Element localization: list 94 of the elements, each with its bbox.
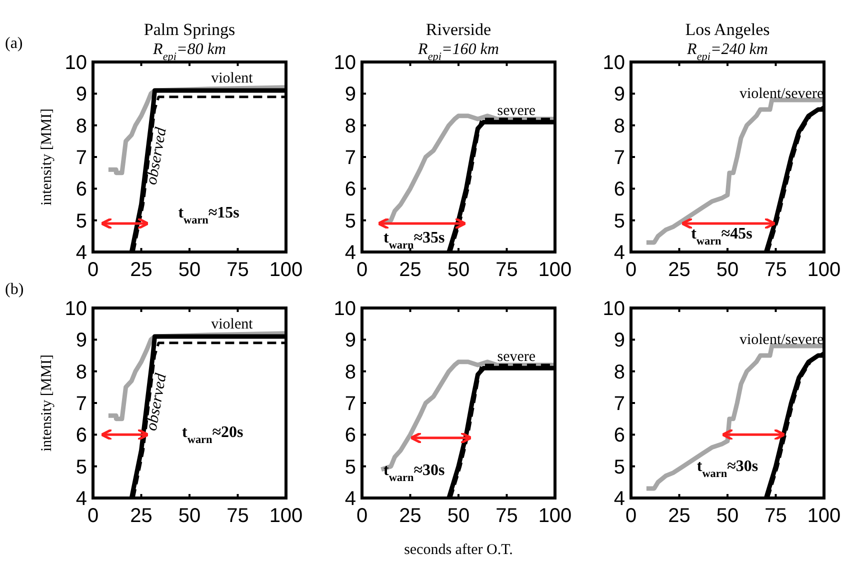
x-tick-label: 25	[668, 505, 690, 527]
y-tick-label: 9	[76, 84, 87, 106]
y-tick-label: 7	[614, 147, 625, 169]
y-tick-label: 5	[614, 210, 625, 232]
x-tick-label: 0	[625, 259, 637, 281]
y-tick-label: 7	[614, 393, 625, 415]
x-tick-label: 75	[496, 505, 518, 527]
y-tick-label: 4	[344, 488, 356, 510]
y-tick-label: 4	[614, 242, 625, 264]
y-axis-title: intensity [MMI]	[39, 354, 55, 452]
x-tick-label: 100	[269, 259, 303, 281]
x-tick-label: 75	[496, 259, 518, 281]
x-tick-label: 100	[807, 505, 841, 527]
x-tick-label: 75	[764, 259, 787, 281]
x-tick-label: 25	[399, 505, 422, 527]
y-tick-label: 7	[344, 147, 356, 169]
x-tick-label: 100	[269, 505, 303, 527]
annotation: t$_{warn}$≈20s	[182, 424, 244, 446]
x-tick-label: 50	[178, 505, 201, 527]
y-tick-label: 6	[76, 178, 87, 201]
x-tick-label: 0	[356, 505, 368, 527]
y-tick-label: 5	[344, 210, 356, 232]
annotation: violent	[211, 316, 254, 333]
y-tick-label: 6	[614, 424, 625, 447]
chart-title: Riverside	[426, 20, 492, 39]
y-tick-label: 10	[64, 298, 87, 320]
annotation: t$_{warn}$≈35s	[384, 229, 445, 252]
x-tick-label: 0	[87, 259, 99, 281]
text: observed	[143, 371, 170, 432]
x-tick-label: 100	[538, 505, 572, 527]
annotation: t$_{warn}$≈45s	[691, 226, 752, 248]
y-tick-label: 4	[76, 488, 87, 510]
annotation: violent/severe	[739, 86, 824, 102]
x-tick-label: 75	[764, 505, 787, 527]
x-tick-label: 25	[399, 259, 422, 281]
annotation: severe	[497, 349, 536, 365]
y-tick-label: 6	[344, 424, 356, 447]
y-tick-label: 4	[344, 242, 356, 264]
y-tick-label: 10	[602, 52, 625, 74]
x-tick-label: 0	[356, 259, 368, 281]
y-tick-label: 9	[76, 330, 87, 352]
x-tick-label: 0	[87, 505, 99, 527]
x-tick-label: 25	[130, 259, 152, 281]
text: observed	[143, 125, 170, 186]
y-tick-label: 8	[614, 361, 625, 384]
y-tick-label: 10	[602, 298, 625, 320]
x-tick-label: 25	[130, 505, 152, 527]
x-tick-label: 100	[807, 259, 841, 281]
y-tick-label: 4	[76, 242, 87, 264]
y-tick-label: 5	[76, 456, 87, 478]
y-tick-label: 10	[64, 52, 87, 74]
y-tick-label: 7	[76, 393, 87, 415]
text: (b)	[5, 281, 24, 298]
y-tick-label: 10	[334, 298, 356, 320]
y-tick-label: 5	[76, 210, 87, 232]
annotation: severe	[497, 103, 536, 119]
x-tick-label: 50	[178, 259, 201, 281]
y-tick-label: 9	[614, 330, 625, 352]
x-axis-title: seconds after O.T.	[404, 542, 513, 558]
x-tick-label: 75	[226, 505, 249, 527]
y-tick-label: 9	[614, 84, 625, 106]
chart-title: Palm Springs	[144, 20, 236, 39]
annotation: violent/severe	[739, 332, 824, 348]
y-tick-label: 8	[614, 115, 625, 138]
y-axis-title: intensity [MMI]	[39, 108, 55, 206]
y-tick-label: 5	[344, 456, 356, 478]
y-tick-label: 9	[344, 84, 356, 106]
annotation: t$_{warn}$≈30s	[696, 458, 758, 480]
y-tick-label: 8	[344, 115, 356, 138]
text: (a)	[5, 35, 23, 52]
y-tick-label: 9	[344, 330, 356, 352]
y-tick-label: 7	[344, 393, 356, 415]
x-tick-label: 50	[716, 505, 739, 527]
x-tick-label: 50	[447, 505, 470, 527]
y-tick-label: 6	[614, 178, 625, 201]
annotation: t$_{warn}$≈30s	[384, 462, 445, 484]
y-tick-label: 8	[344, 361, 356, 384]
x-tick-label: 100	[538, 259, 572, 281]
annotation: violent	[211, 70, 254, 87]
y-tick-label: 4	[614, 488, 625, 510]
x-tick-label: 50	[716, 259, 739, 281]
y-tick-label: 8	[76, 115, 87, 138]
x-tick-label: 50	[447, 259, 470, 281]
y-tick-label: 8	[76, 361, 87, 384]
y-tick-label: 6	[344, 178, 356, 201]
annotation: t$_{warn}$≈15s	[178, 204, 240, 227]
y-tick-label: 7	[76, 147, 87, 169]
y-tick-label: 10	[334, 52, 356, 74]
x-tick-label: 25	[668, 259, 690, 281]
x-tick-label: 0	[625, 505, 637, 527]
chart-title: Los Angeles	[685, 20, 770, 39]
y-tick-label: 5	[614, 456, 625, 478]
x-tick-label: 75	[226, 259, 249, 281]
y-tick-label: 6	[76, 424, 87, 447]
